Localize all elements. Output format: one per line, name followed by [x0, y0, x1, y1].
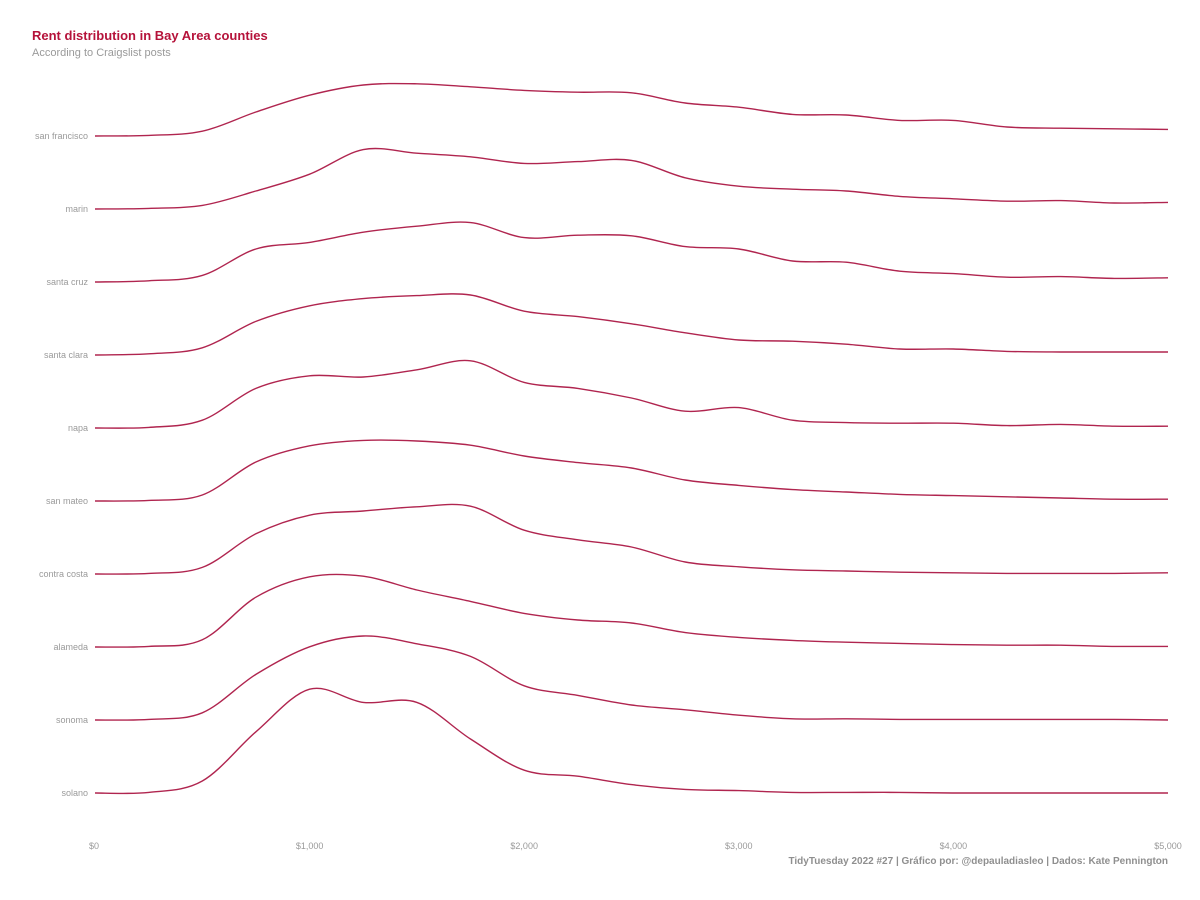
y-label-solano: solano [61, 788, 88, 798]
y-label-napa: napa [68, 423, 88, 433]
y-label-contra-costa: contra costa [39, 569, 88, 579]
x-tick-label: $4,000 [940, 841, 968, 851]
chart-title: Rent distribution in Bay Area counties [32, 28, 268, 43]
chart-caption: TidyTuesday 2022 #27 | Gráfico por: @dep… [788, 856, 1168, 867]
y-label-santa-cruz: santa cruz [46, 277, 88, 287]
x-tick-label: $1,000 [296, 841, 324, 851]
y-label-santa-clara: santa clara [44, 350, 88, 360]
y-axis-labels: san francisco marin santa cruz santa clara n… [35, 131, 89, 798]
x-tick-label: $3,000 [725, 841, 753, 851]
ridge-line-solano [94, 687, 1168, 795]
y-label-alameda: alameda [53, 642, 88, 652]
x-tick-label: $2,000 [510, 841, 538, 851]
ridges-layer [94, 82, 1169, 795]
ridge-line-contra-costa [94, 503, 1169, 575]
ridge-line-napa [94, 359, 1169, 429]
chart-subtitle: According to Craigslist posts [32, 47, 171, 59]
ridge-line-santa-clara [94, 293, 1168, 356]
y-label-san-francisco: san francisco [35, 131, 88, 141]
ridge-line-san-francisco [94, 82, 1169, 137]
y-label-sonoma: sonoma [56, 715, 88, 725]
ridge-line-alameda [94, 573, 1169, 648]
x-tick-label: $5,000 [1154, 841, 1182, 851]
ridge-line-marin [94, 147, 1169, 210]
ridge-line-sonoma [94, 635, 1169, 721]
x-tick-label: $0 [89, 841, 99, 851]
x-axis-tick-labels: $0 $1,000 $2,000 $3,000 $4,000 $5,000 [89, 841, 1182, 851]
ridge-line-santa-cruz [94, 221, 1169, 283]
y-label-san-mateo: san mateo [46, 496, 88, 506]
y-label-marin: marin [65, 204, 88, 214]
ridge-line-san-mateo [94, 439, 1169, 502]
